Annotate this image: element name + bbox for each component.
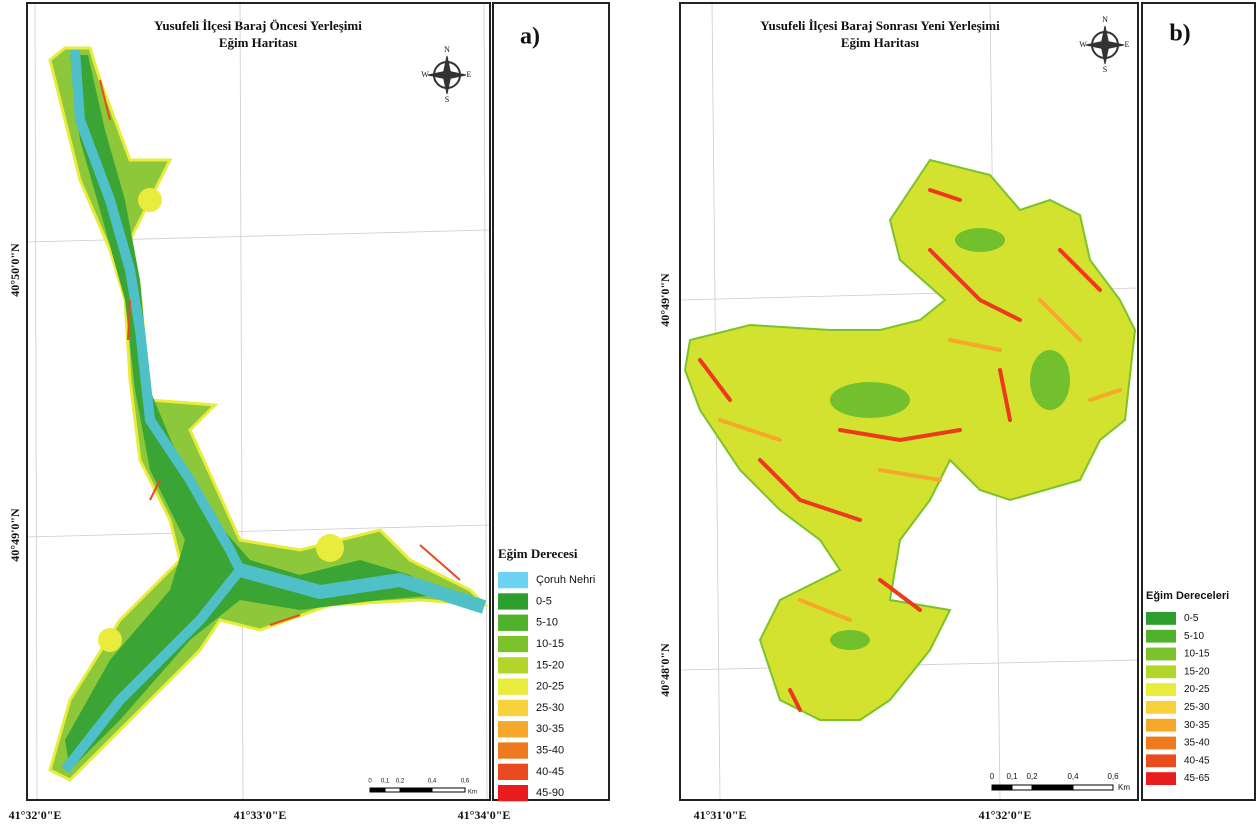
scale-label: 0	[368, 779, 372, 785]
compass-n: N	[1102, 15, 1108, 24]
map-title: Eğim Haritası	[841, 35, 920, 50]
lon-label: 41°33'0"E	[234, 808, 287, 822]
legend-label: 10-15	[1184, 649, 1210, 660]
map-title: Yusufeli İlçesi Baraj Öncesi Yerleşimi	[154, 18, 362, 33]
legend-label: 25-30	[536, 702, 564, 714]
legend-swatch	[1146, 718, 1176, 732]
scale-label: 0,1	[1006, 772, 1018, 781]
legend-swatch	[1146, 629, 1176, 643]
legend-label: 30-35	[536, 723, 564, 735]
compass-e: E	[1125, 40, 1130, 49]
legend-label: Çoruh Nehri	[536, 574, 595, 586]
legend-swatch	[498, 742, 528, 759]
panel-label: b)	[1169, 21, 1190, 47]
legend-title: Eğim Dereceleri	[1146, 590, 1229, 602]
scale-label: 0,2	[396, 779, 405, 785]
compass-s: S	[1103, 65, 1107, 74]
legend-swatch	[498, 657, 528, 674]
legend-swatch	[1146, 612, 1176, 625]
legend-swatch	[1146, 772, 1176, 785]
legend-swatch	[498, 593, 528, 610]
legend-label: 40-45	[1184, 755, 1210, 766]
legend-label: 5-10	[1184, 631, 1204, 642]
legend-label: 45-90	[536, 787, 564, 799]
legend-frame	[1141, 2, 1256, 801]
legend-label: 30-35	[1184, 720, 1210, 731]
legend-swatch	[1146, 665, 1176, 679]
compass-n: N	[444, 45, 450, 54]
scale-label: 0,6	[1107, 772, 1119, 781]
map-title: Yusufeli İlçesi Baraj Sonrası Yeni Yerle…	[760, 18, 1000, 33]
legend-label: 20-25	[536, 681, 564, 693]
legend-swatch	[498, 572, 528, 589]
legend-label: 35-40	[1184, 738, 1210, 749]
map-a	[48, 46, 489, 782]
scale-label: 0,6	[461, 779, 470, 785]
scale-bar	[369, 784, 1114, 793]
scale-unit: Km	[468, 790, 477, 796]
legend-swatch	[1146, 736, 1176, 750]
legend-label: 45-65	[1184, 773, 1210, 784]
scale-label: 0,4	[1067, 772, 1079, 781]
legend-swatch	[498, 721, 528, 738]
map-title: Eğim Haritası	[219, 35, 298, 50]
scale-label: 0,4	[428, 779, 437, 785]
legend-label: 5-10	[536, 617, 558, 629]
legend-swatch	[1146, 701, 1176, 714]
legend-swatch	[1146, 754, 1176, 768]
scale-unit: Km	[1118, 783, 1130, 792]
lon-label: 41°31'0"E	[694, 808, 747, 822]
lon-label: 41°32'0"E	[9, 808, 62, 822]
legend-label: 0-5	[536, 595, 552, 607]
legend-label: 15-20	[1184, 666, 1210, 677]
lat-label: 40°49'0"N	[8, 508, 22, 562]
compass-w: W	[1079, 40, 1087, 49]
legend-swatch	[498, 763, 528, 780]
legend-label: 15-20	[536, 659, 564, 671]
compass	[427, 25, 1125, 95]
compass-s: S	[445, 95, 449, 104]
legend-label: 25-30	[1184, 702, 1210, 713]
legend-swatch	[498, 635, 528, 653]
legend-swatch	[498, 614, 528, 631]
scale-label: 0,2	[1026, 772, 1038, 781]
legend-label: 10-15	[536, 638, 564, 650]
legend-swatch	[1146, 647, 1176, 661]
map-b	[683, 158, 1137, 721]
legend-label: 20-25	[1184, 684, 1210, 695]
legend-swatch	[498, 678, 528, 695]
legend-label: 40-45	[536, 766, 564, 778]
compass-w: W	[421, 70, 429, 79]
panel-label: a)	[520, 24, 540, 50]
legend-title: Eğim Derecesi	[498, 546, 578, 561]
legend-swatch	[1146, 683, 1176, 696]
legend-label: 0-5	[1184, 613, 1199, 624]
lat-label: 40°48'0"N	[658, 643, 672, 697]
legend-swatch	[498, 699, 528, 717]
lat-label: 40°49'0"N	[658, 273, 672, 327]
compass-e: E	[467, 70, 472, 79]
lat-label: 40°50'0"N	[8, 243, 22, 297]
scale-label: 0	[990, 772, 995, 781]
legend-label: 35-40	[536, 744, 564, 756]
lon-label: 41°34'0"E	[458, 808, 511, 822]
scale-label: 0,1	[381, 779, 390, 785]
lon-label: 41°32'0"E	[979, 808, 1032, 822]
legend-swatch	[498, 785, 528, 802]
